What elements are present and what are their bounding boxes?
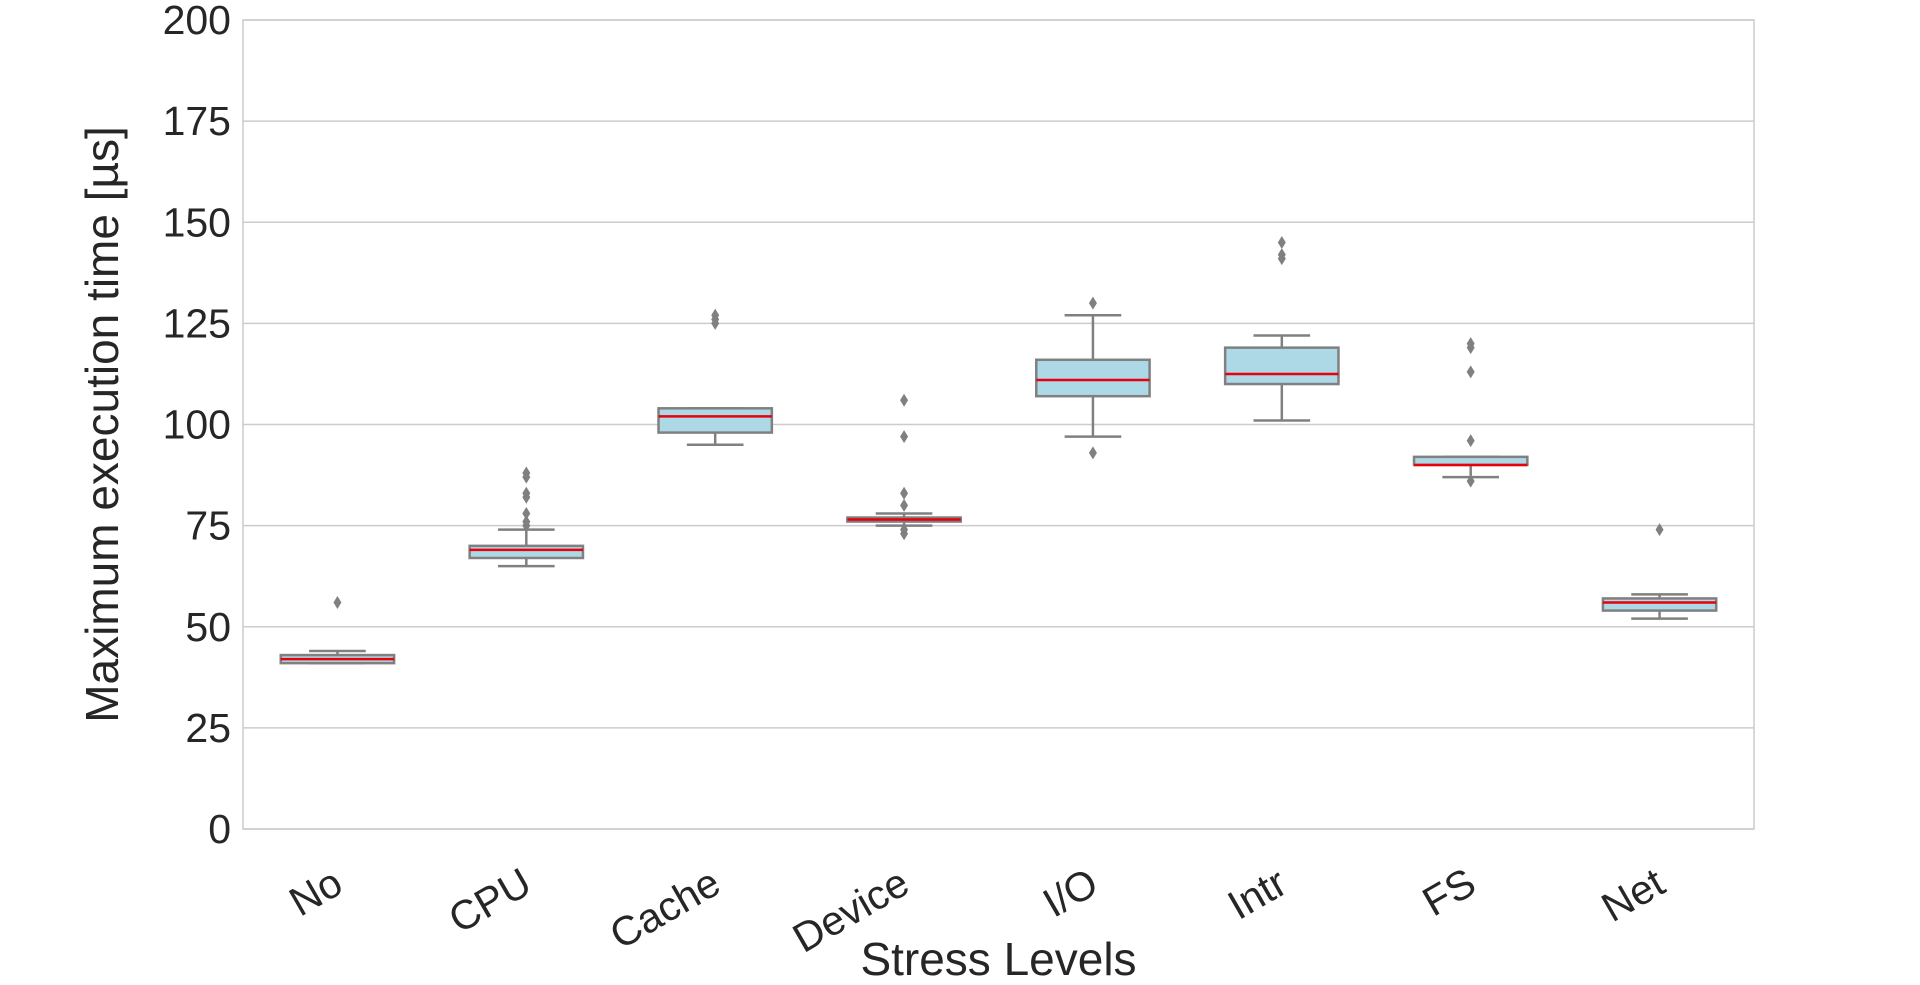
- box-iqr: [468, 544, 585, 560]
- x-tick-label: No: [282, 859, 350, 925]
- box-group: [846, 393, 962, 541]
- x-axis-title: Stress Levels: [860, 933, 1136, 985]
- y-tick-label: 175: [163, 98, 231, 144]
- box-iqr: [1223, 346, 1340, 386]
- box-iqr: [1035, 358, 1151, 398]
- outlier-point: [900, 393, 909, 407]
- plot-area-frame: [242, 19, 1755, 830]
- outlier-point: [333, 595, 342, 609]
- outlier-point: [522, 466, 531, 480]
- outlier-point: [1277, 235, 1286, 249]
- outlier-point: [1466, 365, 1475, 379]
- outlier-point: [1466, 337, 1475, 351]
- outlier-point: [1655, 523, 1664, 537]
- box-iqr: [657, 407, 774, 434]
- x-tick-label: Net: [1594, 859, 1673, 931]
- outlier-point: [900, 430, 909, 444]
- box-group: [279, 595, 396, 665]
- x-tick-label: I/O: [1035, 859, 1105, 926]
- box-group: [657, 308, 774, 446]
- y-tick-label: 100: [163, 402, 231, 448]
- outlier-point: [1088, 446, 1097, 460]
- outlier-point: [522, 506, 531, 520]
- outlier-point: [1088, 296, 1097, 310]
- box-group: [1601, 523, 1718, 620]
- outlier-point: [711, 308, 720, 322]
- outlier-point: [1466, 434, 1475, 448]
- outlier-point: [522, 515, 531, 529]
- outlier-point: [1277, 248, 1286, 262]
- y-tick-label: 0: [208, 806, 231, 852]
- outlier-point: [1466, 474, 1475, 488]
- y-tick-label: 50: [185, 604, 231, 650]
- box-iqr: [1601, 597, 1718, 612]
- outlier-point: [900, 523, 909, 537]
- y-tick-label: 200: [163, 0, 231, 43]
- box-group: [1412, 337, 1529, 488]
- x-tick-label: Cache: [602, 859, 728, 958]
- y-axis-ticks: 0 25 50 75 100 125 150 175 200: [163, 0, 231, 852]
- x-tick-label: CPU: [441, 859, 539, 942]
- outlier-point: [900, 486, 909, 500]
- x-tick-label: FS: [1415, 859, 1483, 925]
- x-tick-label: Intr: [1220, 859, 1294, 928]
- box-series: [279, 235, 1718, 665]
- box-group: [1223, 235, 1340, 422]
- y-tick-label: 25: [185, 705, 231, 751]
- outlier-point: [900, 498, 909, 512]
- y-axis-title: Maximum execution time [µs]: [76, 126, 128, 723]
- y-tick-label: 75: [185, 503, 231, 549]
- outlier-point: [522, 486, 531, 500]
- y-tick-label: 150: [163, 199, 231, 245]
- box-group: [1035, 296, 1151, 460]
- box-group: [468, 466, 585, 568]
- grid-lines: [243, 19, 1754, 830]
- y-tick-label: 125: [163, 300, 231, 346]
